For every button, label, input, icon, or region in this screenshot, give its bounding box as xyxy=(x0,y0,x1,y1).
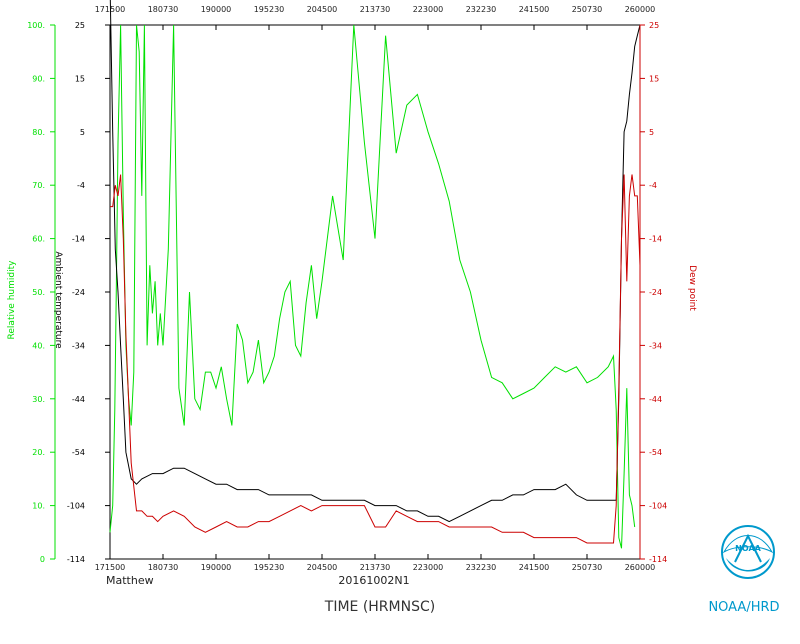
x-tick-label-bottom: 195230 xyxy=(254,563,285,572)
rh-axis-label: Relative humidity xyxy=(7,260,17,340)
dew-tick-label: -14 xyxy=(649,235,662,244)
noaa-emblem-text: NOAA xyxy=(735,544,761,553)
x-tick-label-bottom: 232230 xyxy=(466,563,497,572)
x-tick-label-top: 171500 xyxy=(95,5,126,14)
x-tick-label-top: 260000 xyxy=(625,5,656,14)
x-tick-label-bottom: 190000 xyxy=(201,563,232,572)
temp-series-line xyxy=(109,0,641,523)
temp-tick-label: -4 xyxy=(77,181,85,190)
x-tick-label-top: 204500 xyxy=(307,5,338,14)
rh-tick-label: 70. xyxy=(32,181,45,190)
x-axis-label: TIME (HRMNSC) xyxy=(324,599,435,615)
x-tick-label-bottom: 204500 xyxy=(307,563,338,572)
x-tick-label-bottom: 223000 xyxy=(413,563,444,572)
rh-tick-label: 60. xyxy=(32,235,45,244)
rh-tick-label: 20. xyxy=(32,448,45,457)
rh-tick-label: 40. xyxy=(32,341,45,350)
flight-id: 20161002N1 xyxy=(338,574,409,587)
x-tick-label-top: 190000 xyxy=(201,5,232,14)
rh-tick-label: 10. xyxy=(32,502,45,511)
temp-tick-label: 15 xyxy=(75,74,85,83)
rh-tick-label: 80. xyxy=(32,128,45,137)
rh-tick-label: 90. xyxy=(32,74,45,83)
x-tick-label-bottom: 260000 xyxy=(625,563,656,572)
temp-tick-label: -54 xyxy=(72,448,85,457)
temp-tick-label: -114 xyxy=(67,555,85,564)
rh-tick-label: 100. xyxy=(27,21,45,30)
dew-tick-label: -44 xyxy=(649,395,662,404)
x-tick-label-bottom: 171500 xyxy=(95,563,126,572)
temp-tick-label: -104 xyxy=(67,502,85,511)
x-tick-label-bottom: 241500 xyxy=(519,563,550,572)
rh-tick-label: 0 xyxy=(40,555,45,564)
x-tick-label-top: 250730 xyxy=(572,5,603,14)
dew-tick-label: 25 xyxy=(649,21,659,30)
rh-tick-label: 50. xyxy=(32,288,45,297)
dew-axis-label: Dew point xyxy=(687,265,697,311)
series-layer xyxy=(109,0,641,549)
dew-series-line xyxy=(110,174,641,544)
tick-layer: 171500 171500 180730 180730 190000 190000 1952… xyxy=(27,5,667,572)
rh-tick-label: 30. xyxy=(32,395,45,404)
x-tick-label-top: 241500 xyxy=(519,5,550,14)
x-tick-label-top: 223000 xyxy=(413,5,444,14)
storm-name: Matthew xyxy=(106,574,154,587)
temp-tick-label: -34 xyxy=(72,341,85,350)
x-tick-label-bottom: 180730 xyxy=(148,563,179,572)
x-tick-label-top: 232230 xyxy=(466,5,497,14)
dew-tick-label: 15 xyxy=(649,74,659,83)
temp-axis-label: Ambient temperature xyxy=(53,251,63,349)
dew-tick-label: -104 xyxy=(649,502,667,511)
temp-tick-label: -44 xyxy=(72,395,85,404)
dew-tick-label: -4 xyxy=(649,181,657,190)
x-tick-label-top: 180730 xyxy=(148,5,179,14)
x-tick-label-bottom: 213730 xyxy=(360,563,391,572)
temp-tick-label: -24 xyxy=(72,288,85,297)
temp-tick-label: 25 xyxy=(75,21,85,30)
dew-tick-label: -54 xyxy=(649,448,662,457)
dew-tick-label: 5 xyxy=(649,128,654,137)
noaa-hrd-caption: NOAA/HRD xyxy=(708,600,779,615)
noaa-logo: NOAA xyxy=(721,525,775,579)
temp-tick-label: -14 xyxy=(72,235,85,244)
dew-tick-label: -114 xyxy=(649,555,667,564)
x-tick-label-bottom: 250730 xyxy=(572,563,603,572)
x-tick-label-top: 213730 xyxy=(360,5,391,14)
dew-tick-label: -24 xyxy=(649,288,662,297)
x-tick-label-top: 195230 xyxy=(254,5,285,14)
temp-tick-label: 5 xyxy=(80,128,85,137)
dew-tick-label: -34 xyxy=(649,341,662,350)
rh-series-line xyxy=(109,24,636,549)
